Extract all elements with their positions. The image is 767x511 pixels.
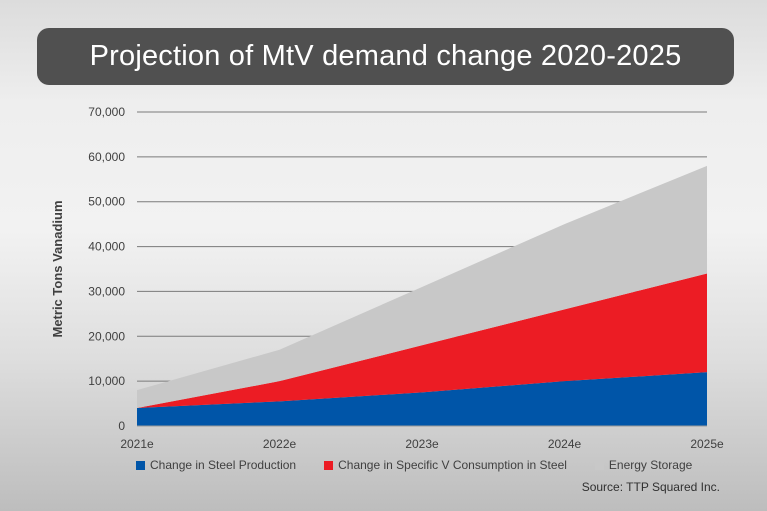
legend-swatch-blue: [136, 460, 145, 470]
y-tick-label: 10,000: [88, 374, 125, 388]
legend-label: Energy Storage: [608, 458, 693, 472]
area-series-2: [137, 165, 707, 409]
legend-label: Change in Steel Production: [150, 458, 297, 472]
y-tick-label: 0: [118, 419, 125, 433]
chart-legend: Change in Steel Production Change in Spe…: [136, 458, 692, 472]
legend-item-specific-v: Change in Specific V Consumption in Stee…: [324, 458, 567, 472]
y-tick-label: 40,000: [88, 240, 125, 254]
x-tick-label: 2024e: [548, 437, 582, 451]
x-tick-label: 2021e: [120, 437, 154, 451]
x-tick-label: 2022e: [263, 437, 297, 451]
y-tick-label: 20,000: [88, 329, 125, 343]
legend-item-energy-storage: Energy Storage: [594, 458, 693, 472]
y-axis-label: Metric Tons Vanadium: [50, 200, 65, 337]
source-note: Source: TTP Squared Inc.: [581, 480, 720, 494]
y-tick-label: 60,000: [88, 150, 125, 164]
x-tick-label: 2025e: [690, 437, 724, 451]
y-tick-label: 30,000: [88, 284, 125, 298]
y-tick-label: 70,000: [88, 105, 125, 119]
legend-item-steel-production: Change in Steel Production: [136, 458, 296, 472]
legend-swatch-red: [324, 460, 334, 470]
chart-title: Projection of MtV demand change 2020-202…: [37, 28, 734, 85]
area-series-0: [137, 372, 707, 426]
x-tick-label: 2023e: [405, 437, 439, 451]
legend-label: Change in Specific V Consumption in Stee…: [338, 458, 567, 472]
y-tick-label: 50,000: [88, 195, 125, 209]
area-series-1: [137, 273, 707, 409]
legend-swatch-gray: [594, 460, 604, 470]
